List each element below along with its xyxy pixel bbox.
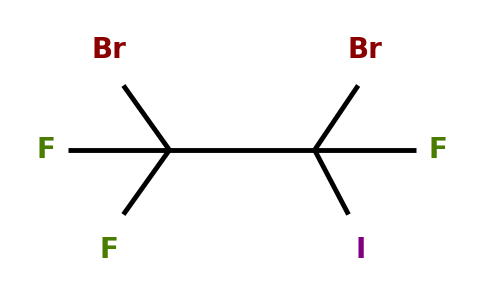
Text: F: F: [37, 136, 55, 164]
Text: Br: Br: [91, 37, 126, 64]
Text: F: F: [429, 136, 447, 164]
Text: F: F: [100, 236, 118, 263]
Text: Br: Br: [348, 37, 383, 64]
Text: I: I: [355, 236, 366, 263]
